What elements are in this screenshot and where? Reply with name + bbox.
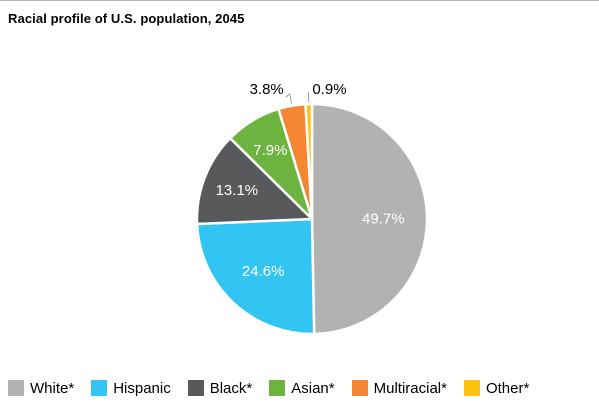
leader-lines (285, 92, 310, 104)
legend-item-asian: Asian* (269, 379, 335, 397)
legend-label: White* (30, 379, 75, 397)
slice-value-label-multiracial: 3.8% (250, 81, 284, 98)
slice-value-label-white: 49.7% (362, 210, 405, 227)
pie-slice-other (304, 102, 314, 221)
leader-line-multiracial (285, 93, 292, 104)
top-divider (0, 0, 599, 1)
legend-item-white: White* (8, 380, 74, 397)
legend-swatch (463, 380, 480, 396)
legend-item-other: Other* (463, 379, 530, 397)
legend-item-black: Black* (187, 379, 253, 397)
legend-label: Multiracial* (373, 379, 447, 397)
legend-swatch (91, 380, 108, 396)
legend-item-multiracial: Multiracial* (351, 379, 447, 397)
slice-value-label-other: 0.9% (312, 81, 346, 98)
legend-item-hispanic: Hispanic (91, 380, 171, 397)
legend-swatch (8, 380, 24, 396)
chart-title: Racial profile of U.S. population, 2045 (8, 11, 245, 26)
slice-value-label-hispanic: 24.6% (242, 263, 285, 280)
legend: White* Hispanic Black* Asian* Multiracial* Ot… (8, 376, 529, 400)
pie-slices (195, 102, 429, 336)
legend-label: Black* (209, 379, 253, 397)
pie-slice-white (310, 102, 429, 336)
legend-label: Other* (485, 379, 530, 397)
pie-slice-black (195, 136, 314, 226)
pie-slice-hispanic (195, 217, 316, 336)
legend-swatch (269, 380, 286, 396)
slice-value-label-asian: 7.9% (253, 142, 287, 159)
legend-swatch (351, 380, 368, 396)
pie-labels: 49.7% 24.6% 13.1% 7.9% 3.8% 0.9% (216, 81, 405, 280)
legend-swatch (187, 380, 204, 396)
legend-label: Asian* (291, 379, 335, 397)
legend-label: Hispanic (113, 379, 171, 397)
slice-value-label-black: 13.1% (216, 182, 259, 199)
